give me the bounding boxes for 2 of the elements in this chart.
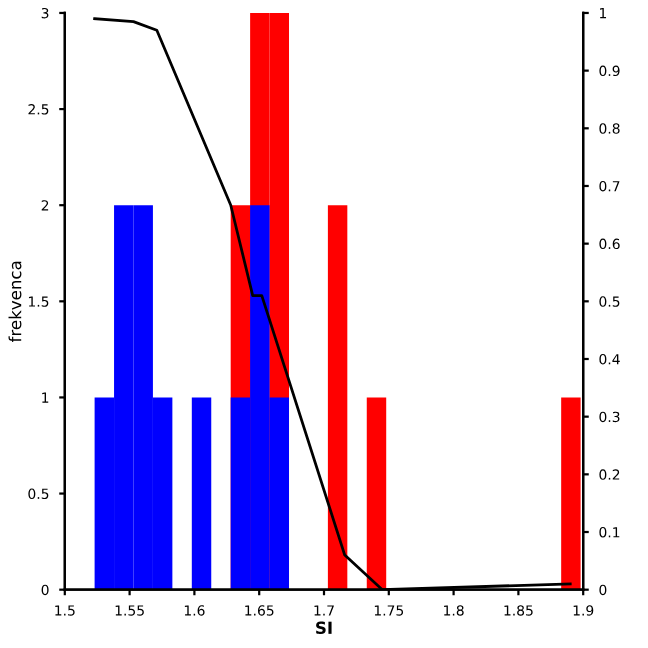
y-axis-title: frekvenca bbox=[8, 261, 22, 343]
x-axis-title: SI bbox=[316, 621, 332, 635]
